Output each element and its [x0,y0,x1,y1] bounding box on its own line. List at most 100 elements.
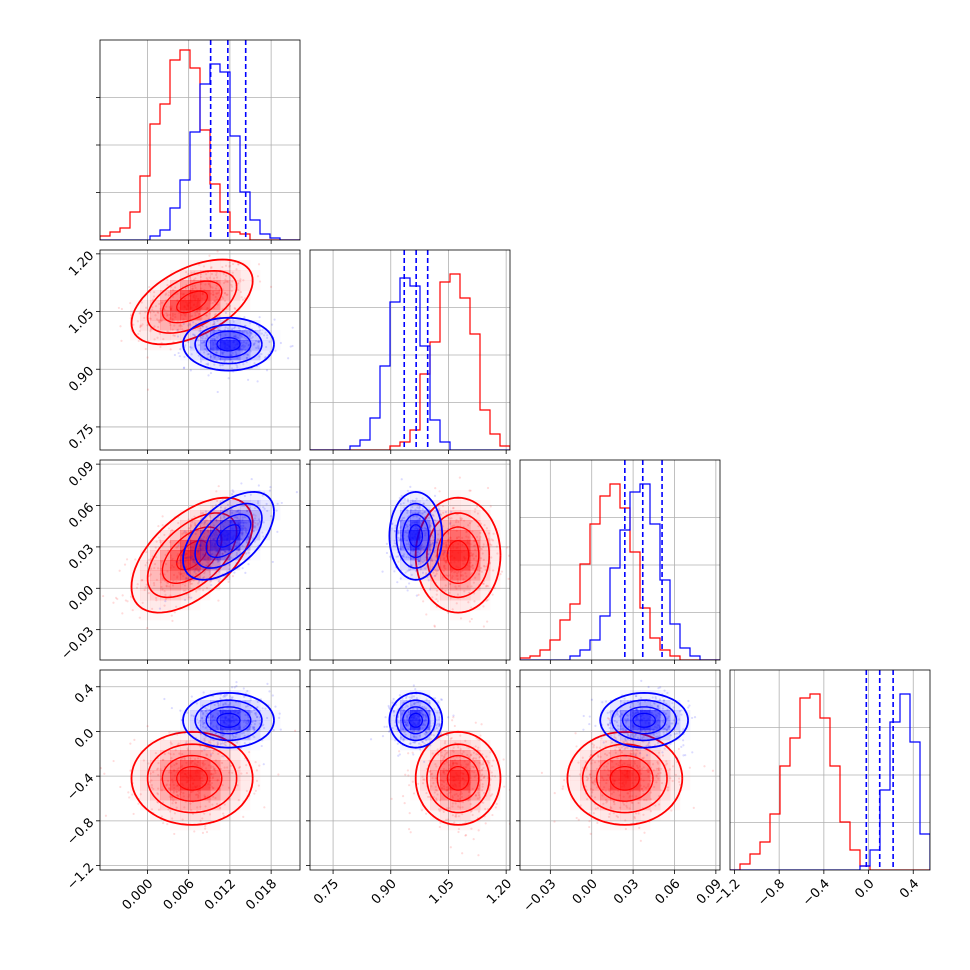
density-cell [180,290,191,301]
scatter-point [391,701,394,704]
scatter-point [211,732,214,735]
scatter-point [257,522,260,525]
scatter-point [436,723,440,726]
scatter-point [407,752,410,755]
scatter-point [259,520,262,523]
scatter-point [220,733,224,736]
density-cell [130,780,141,791]
density-cell [420,570,431,581]
scatter-point [399,547,402,550]
scatter-point [189,525,192,528]
scatter-point [168,795,171,798]
scatter-point [425,731,428,734]
scatter-point [209,753,213,756]
scatter-point [406,713,409,717]
density-cell [430,780,441,791]
density-cell [460,510,471,521]
scatter-point [168,771,171,774]
scatter-point [150,783,154,787]
scatter-point [406,722,409,725]
scatter-point [153,566,156,570]
scatter-point [197,339,200,342]
scatter-point [401,554,405,558]
scatter-point [488,543,492,546]
scatter-point [472,757,475,760]
scatter-point [435,724,438,727]
scatter-point [437,724,440,728]
density-cell [460,570,471,581]
scatter-point [419,744,423,747]
scatter-point [255,346,258,349]
scatter-point [223,516,226,519]
density-cell [200,310,211,321]
density-cell [460,810,471,821]
scatter-point [468,522,472,525]
scatter-point [422,502,425,505]
density-cell [450,540,461,551]
scatter-point [216,327,219,331]
density-cell [130,320,141,331]
scatter-point [606,717,610,720]
scatter-point [437,718,441,721]
scatter-point [391,726,394,730]
scatter-point [246,689,249,693]
contour-line [161,754,223,802]
scatter-point [637,801,640,805]
scatter-point [482,766,485,770]
scatter-point [607,724,610,727]
scatter-point [199,544,203,547]
scatter-point [458,476,461,479]
scatter-point [417,593,420,596]
scatter-point [200,324,203,327]
scatter-point [472,539,476,543]
density-cell [180,270,191,281]
scatter-point [486,486,490,490]
scatter-point [237,326,241,330]
y-tick-label: −0.03 [59,624,98,663]
density-cell [410,510,421,521]
scatter-point [224,550,227,553]
density-cell [450,550,461,561]
scatter-point [144,347,147,351]
scatter-point [280,501,283,505]
scatter-point [220,363,223,366]
scatter-point [403,719,406,722]
scatter-point [412,684,415,687]
scatter-point [451,802,454,805]
scatter-point [390,523,394,526]
scatter-point [178,355,181,358]
scatter-point [251,725,254,728]
scatter-point [439,731,443,735]
scatter-point [249,331,252,334]
scatter-point [276,530,279,533]
scatter-point [193,830,196,833]
scatter-point [164,597,167,601]
scatter-point [415,553,418,557]
scatter-point [461,806,464,809]
density-cell [130,570,141,581]
scatter-point [421,527,424,530]
scatter-point [205,753,208,756]
scatter-point [405,723,408,726]
scatter-point [612,800,616,804]
scatter-point [140,324,143,327]
scatter-point [418,517,421,521]
scatter-point [425,707,428,710]
scatter-point [384,716,387,719]
scatter-point [439,821,442,824]
scatter-point [213,363,216,366]
scatter-point [209,371,213,375]
scatter-point [225,318,228,321]
density-cell [220,310,231,321]
scatter-point [604,798,608,802]
scatter-point [472,581,476,584]
scatter-point [600,737,603,740]
scatter-point [215,802,219,805]
scatter-point [228,265,231,268]
scatter-point [574,732,577,735]
scatter-point [430,534,433,537]
scatter-point [409,485,412,488]
scatter-point [143,316,146,320]
scatter-point [392,544,395,548]
scatter-point [455,602,458,605]
